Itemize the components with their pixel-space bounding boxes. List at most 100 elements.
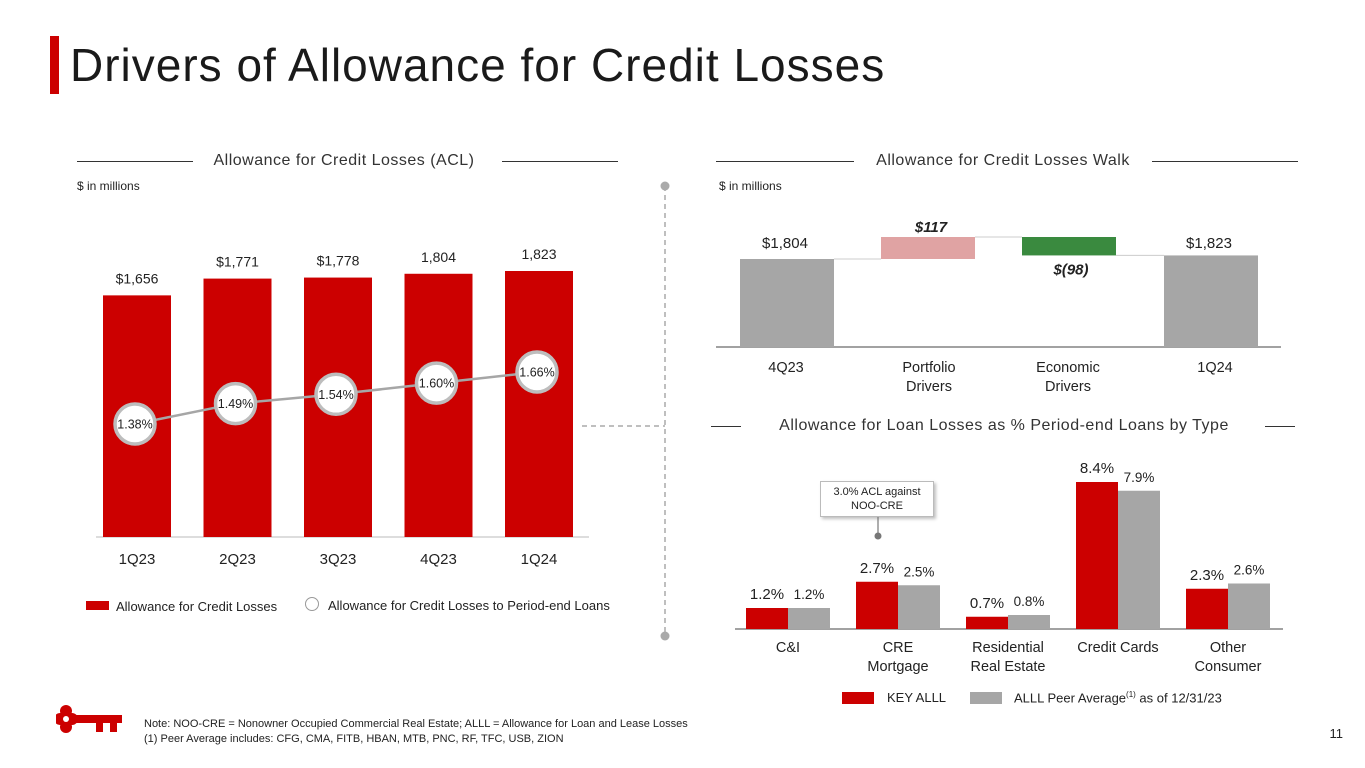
legend-key-swatch xyxy=(842,692,874,704)
alll-key-bar xyxy=(746,608,788,629)
callout-line-2: NOO-CRE xyxy=(851,500,903,512)
footnotes: Note: NOO-CRE = Nonowner Occupied Commer… xyxy=(144,717,688,747)
alll-key-bar xyxy=(966,616,1008,629)
alll-key-bar xyxy=(1186,588,1228,629)
legend-peer-swatch xyxy=(970,692,1002,704)
alll-key-value-label: 2.7% xyxy=(860,560,894,577)
alll-peer-bar xyxy=(1228,583,1270,629)
section-connector xyxy=(582,181,670,641)
alll-title-rule-right xyxy=(1265,426,1295,427)
walk-x-tick-label: Drivers xyxy=(906,379,952,395)
legend-peer-sup: (1) xyxy=(1126,690,1136,699)
note-line-2: (1) Peer Average includes: CFG, CMA, FIT… xyxy=(144,733,564,745)
alll-key-value-label: 2.3% xyxy=(1190,567,1224,584)
legend-acl-label: Allowance for Credit Losses xyxy=(116,599,278,614)
acl-bar-value-label: $1,778 xyxy=(317,253,360,269)
legend-ratio-label: Allowance for Credit Losses to Period-en… xyxy=(328,598,610,613)
acl-x-tick-label: 4Q23 xyxy=(420,551,457,568)
acl-bar-value-label: 1,823 xyxy=(521,246,556,262)
acl-ratio-point xyxy=(314,372,358,417)
acl-bar-value-label: 1,804 xyxy=(421,249,456,265)
noo-cre-callout: 3.0% ACL against NOO-CRE xyxy=(820,481,934,517)
alll-x-tick-label: C&I xyxy=(776,640,800,656)
alll-peer-value-label: 2.5% xyxy=(904,564,935,579)
callout-pointer xyxy=(874,517,882,540)
walk-end-label: $1,823 xyxy=(1186,235,1232,252)
acl-ratio-point xyxy=(113,402,157,446)
walk-title-rule-right xyxy=(1152,161,1298,162)
acl-ratio-label: 1.66% xyxy=(519,366,554,380)
alll-key-value-label: 8.4% xyxy=(1080,460,1114,477)
walk-x-tick-label: Economic xyxy=(1036,360,1100,376)
acl-x-tick-label: 3Q23 xyxy=(320,551,357,568)
alll-x-tick-label: Consumer xyxy=(1195,659,1262,675)
alll-key-bar xyxy=(1076,482,1118,629)
legend-acl-swatch xyxy=(86,601,109,610)
alll-x-tick-label: Other xyxy=(1210,640,1246,656)
callout-line-1: 3.0% ACL against xyxy=(833,486,921,498)
alll-x-tick-label: CRE xyxy=(883,640,914,656)
alll-peer-value-label: 7.9% xyxy=(1124,470,1155,485)
acl-ratio-point xyxy=(515,350,559,394)
alll-peer-value-label: 0.8% xyxy=(1014,594,1045,609)
walk-portfolio-label: $117 xyxy=(914,219,948,236)
alll-peer-bar xyxy=(1118,490,1160,629)
legend-peer-suffix: as of 12/31/23 xyxy=(1135,690,1222,706)
walk-x-tick-label: 1Q24 xyxy=(1197,360,1232,376)
acl-ratio-label: 1.38% xyxy=(117,418,152,432)
acl-bar-value-label: $1,656 xyxy=(116,270,159,286)
alll-peer-value-label: 2.6% xyxy=(1234,563,1265,578)
page-number: 11 xyxy=(1329,726,1344,741)
walk-bar-portfolio xyxy=(881,237,975,259)
title-accent-bar xyxy=(50,36,59,94)
acl-ratio-label: 1.49% xyxy=(218,397,253,411)
alll-key-value-label: 0.7% xyxy=(970,595,1004,612)
legend-key-label: KEY ALLL xyxy=(887,690,947,705)
note-line-1: Note: NOO-CRE = Nonowner Occupied Commer… xyxy=(144,718,688,730)
alll-x-tick-label: Credit Cards xyxy=(1077,640,1158,656)
acl-x-tick-label: 2Q23 xyxy=(219,551,256,568)
walk-chart-title: Allowance for Credit Losses Walk xyxy=(876,152,1130,169)
alll-x-tick-label: Residential xyxy=(972,640,1044,656)
acl-ratio-label: 1.60% xyxy=(419,377,454,391)
legend-peer-label: ALLL Peer Average(1) as of 12/31/23 xyxy=(1014,690,1222,705)
walk-economic-label: $(98) xyxy=(1052,261,1088,278)
walk-bar-economic xyxy=(1022,237,1116,256)
alll-peer-bar xyxy=(788,608,830,629)
acl-title-rule-right xyxy=(502,161,618,162)
page-title: Drivers of Allowance for Credit Losses xyxy=(70,39,886,91)
alll-peer-value-label: 1.2% xyxy=(794,587,825,602)
walk-start-label: $1,804 xyxy=(762,235,808,252)
walk-x-tick-label: 4Q23 xyxy=(768,360,803,376)
alll-chart-title: Allowance for Loan Losses as % Period-en… xyxy=(779,417,1229,434)
acl-bar xyxy=(404,273,473,537)
acl-chart-title: Allowance for Credit Losses (ACL) xyxy=(213,152,475,169)
walk-units: $ in millions xyxy=(719,179,782,193)
acl-bar xyxy=(505,271,573,537)
acl-ratio-label: 1.54% xyxy=(318,388,353,402)
alll-peer-bar xyxy=(898,585,940,629)
walk-x-tick-label: Portfolio xyxy=(902,360,955,376)
alll-x-tick-label: Real Estate xyxy=(971,659,1046,675)
alll-x-tick-label: Mortgage xyxy=(867,659,928,675)
legend-peer-prefix: ALLL Peer Average xyxy=(1014,690,1127,706)
walk-bar-end xyxy=(1164,255,1258,347)
walk-bar-start xyxy=(740,259,834,347)
key-logo xyxy=(56,705,122,733)
acl-units: $ in millions xyxy=(77,179,140,193)
acl-x-tick-label: 1Q23 xyxy=(119,551,156,568)
acl-ratio-point xyxy=(414,361,459,405)
walk-x-tick-label: Drivers xyxy=(1045,379,1091,395)
legend-ratio-swatch xyxy=(305,597,319,611)
alll-key-bar xyxy=(856,581,898,629)
acl-bar-value-label: $1,771 xyxy=(216,254,259,270)
alll-peer-bar xyxy=(1008,615,1050,629)
acl-title-rule-left xyxy=(77,161,193,162)
alll-key-value-label: 1.2% xyxy=(750,586,784,603)
acl-x-tick-label: 1Q24 xyxy=(521,551,558,568)
acl-ratio-point xyxy=(213,381,258,426)
walk-title-rule-left xyxy=(716,161,854,162)
